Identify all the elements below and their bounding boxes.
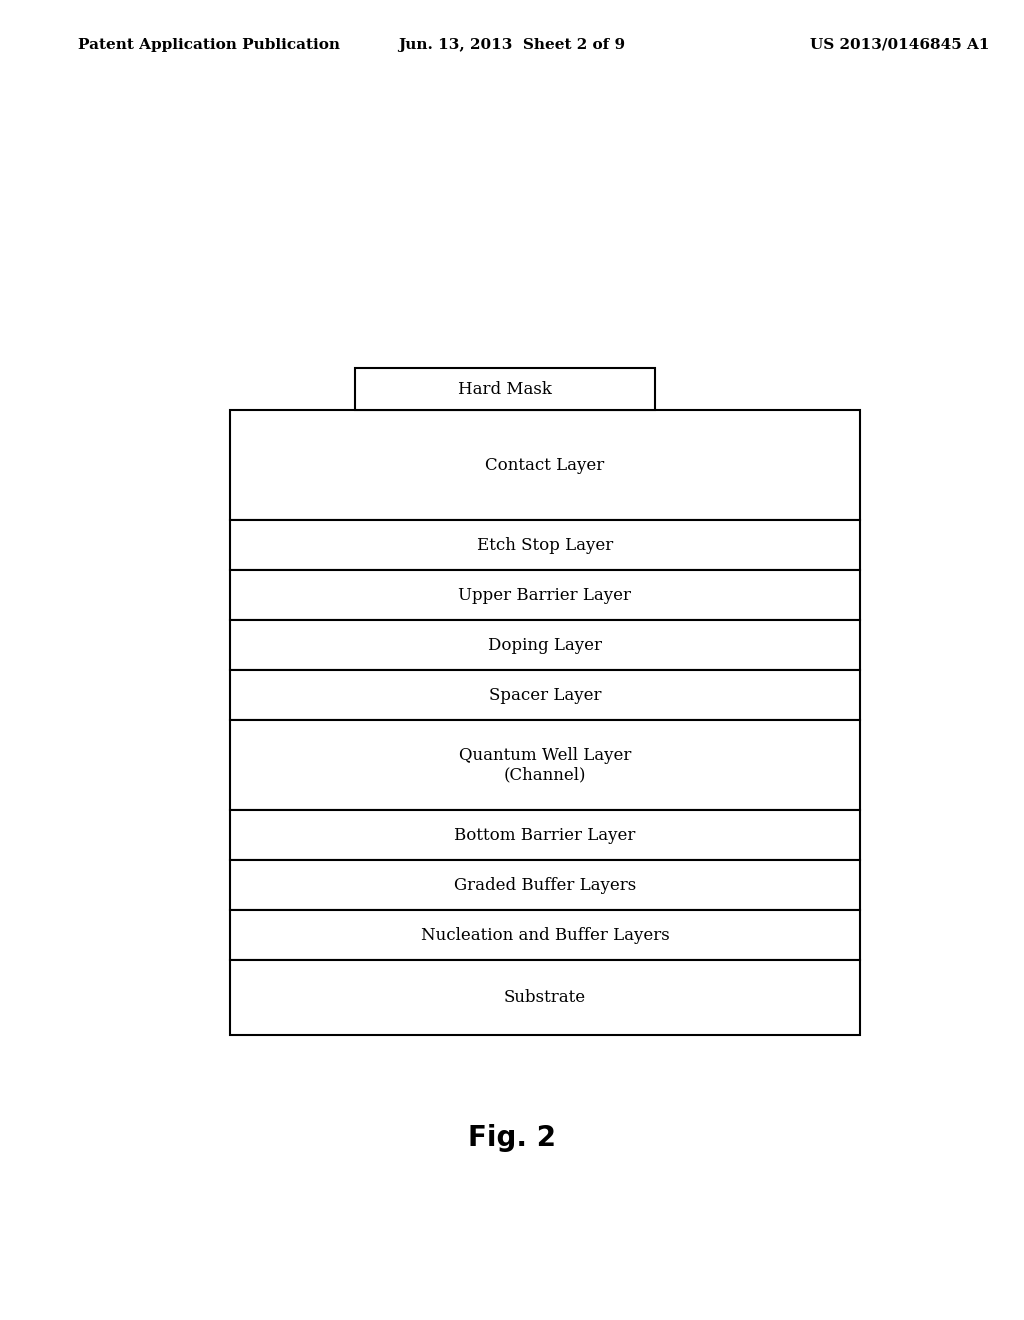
Bar (355, 368, 655, 411)
Bar (230, 719, 860, 810)
Text: Doping Layer: Doping Layer (488, 636, 602, 653)
Bar (230, 411, 860, 520)
Bar (230, 861, 860, 909)
Text: Quantum Well Layer
(Channel): Quantum Well Layer (Channel) (459, 747, 631, 783)
Bar (230, 960, 860, 1035)
Text: Hard Mask: Hard Mask (458, 380, 552, 397)
Text: US 2013/0146845 A1: US 2013/0146845 A1 (811, 38, 990, 51)
Text: Substrate: Substrate (504, 989, 586, 1006)
Text: Contact Layer: Contact Layer (485, 457, 604, 474)
Text: Nucleation and Buffer Layers: Nucleation and Buffer Layers (421, 927, 670, 944)
Text: Jun. 13, 2013  Sheet 2 of 9: Jun. 13, 2013 Sheet 2 of 9 (398, 38, 626, 51)
Text: Bottom Barrier Layer: Bottom Barrier Layer (455, 826, 636, 843)
Bar (230, 671, 860, 719)
Text: Spacer Layer: Spacer Layer (488, 686, 601, 704)
Bar (230, 810, 860, 861)
Text: Graded Buffer Layers: Graded Buffer Layers (454, 876, 636, 894)
Text: Upper Barrier Layer: Upper Barrier Layer (459, 586, 632, 603)
Bar (230, 620, 860, 671)
Bar (230, 909, 860, 960)
Bar (230, 520, 860, 570)
Text: Etch Stop Layer: Etch Stop Layer (477, 536, 613, 553)
Text: Fig. 2: Fig. 2 (468, 1125, 556, 1152)
Bar (230, 570, 860, 620)
Text: Patent Application Publication: Patent Application Publication (78, 38, 340, 51)
